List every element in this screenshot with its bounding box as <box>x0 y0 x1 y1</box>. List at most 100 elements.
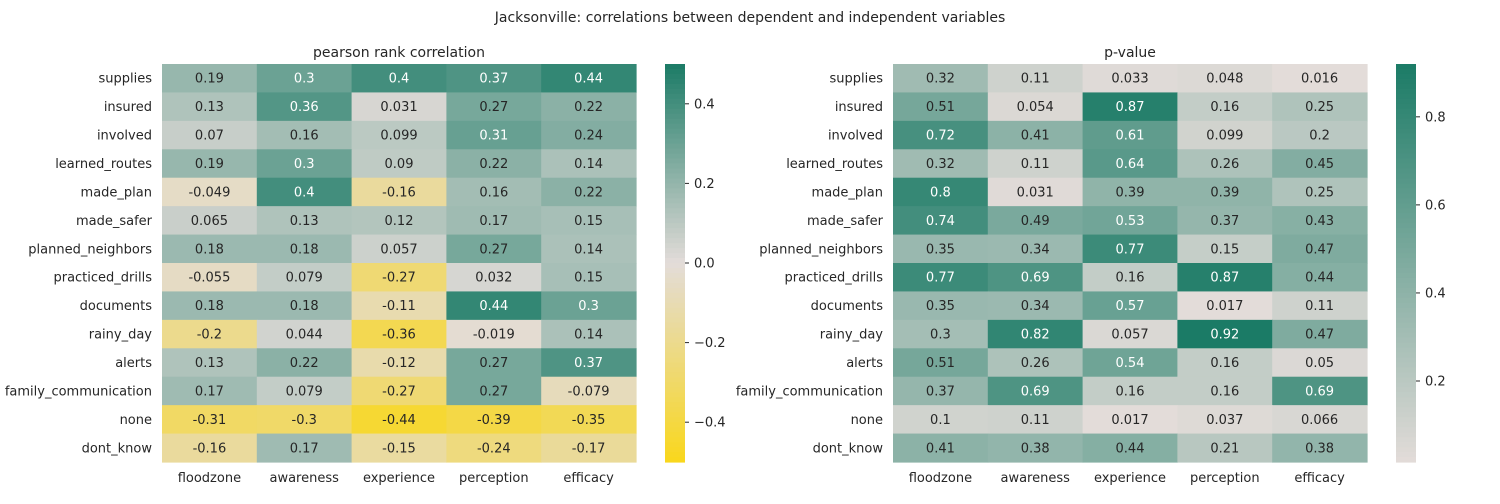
colorbar-segment <box>665 73 685 80</box>
heatmap-cell-label: 0.8 <box>930 185 951 200</box>
colorbar-segment <box>1396 457 1416 463</box>
heatmap-cell <box>1272 64 1368 94</box>
colorbar-tick-label: 0.2 <box>694 177 715 192</box>
colorbar-segment <box>665 447 685 453</box>
heatmap-cell-label: -0.3 <box>292 413 317 428</box>
row-label: dont_know <box>82 441 153 456</box>
colorbar-segment <box>665 277 685 284</box>
colorbar-segment <box>665 372 685 379</box>
heatmap-cell-label: 0.26 <box>1021 356 1050 371</box>
colorbar-segment <box>1396 88 1416 95</box>
heatmap-cell-label: 0.05 <box>1305 356 1334 371</box>
figure-title: Jacksonville: correlations between depen… <box>494 10 1006 26</box>
heatmap-cell-label: 0.34 <box>1021 242 1050 257</box>
colorbar-segment <box>665 412 685 418</box>
colorbar-segment <box>1396 307 1416 314</box>
heatmap-cell <box>351 64 447 94</box>
heatmap-cell-label: 0.39 <box>1210 185 1239 200</box>
colorbar-segment <box>1396 188 1416 194</box>
heatmap-cell <box>351 319 447 349</box>
heatmap-cell-label: 0.25 <box>1305 185 1334 200</box>
correlation-heatmap-panel: pearson rank correlation 0.19 0.3 0.4 0.37 0… <box>5 45 726 486</box>
heatmap-cell <box>893 319 989 349</box>
row-label: learned_routes <box>786 157 883 172</box>
colorbar-segment <box>665 342 685 349</box>
colorbar-segment <box>1396 287 1416 294</box>
colorbar-segment <box>1396 178 1416 184</box>
heatmap-cell <box>446 405 542 435</box>
colorbar-segment <box>665 362 685 369</box>
heatmap-cell-label: 0.11 <box>1305 299 1334 314</box>
colorbar-segment <box>665 317 685 324</box>
correlation-colorbar: 0.4 0.2 0.0 −0.2 −0.4 <box>665 64 726 463</box>
heatmap-cell <box>1177 263 1273 293</box>
heatmap-cell <box>893 405 989 435</box>
row-label: none <box>851 413 883 428</box>
heatmap-cell-label: 0.44 <box>1305 271 1334 286</box>
heatmap-cell-label: 0.37 <box>574 356 603 371</box>
heatmap-cell <box>541 263 637 293</box>
colorbar-segment <box>665 417 685 423</box>
colorbar-segment <box>1396 327 1416 334</box>
heatmap-cell-label: 0.033 <box>1111 72 1148 87</box>
colorbar-segment <box>1396 377 1416 383</box>
heatmap-cell <box>541 405 637 435</box>
colorbar-segment <box>1396 407 1416 413</box>
heatmap-cell-label: 0.11 <box>1021 72 1050 87</box>
heatmap-cell <box>1082 234 1178 264</box>
heatmap-cell <box>351 234 447 264</box>
colorbar-segment <box>1396 233 1416 239</box>
colorbar-segment <box>1396 198 1416 204</box>
colorbar-segment <box>1396 427 1416 433</box>
heatmap-cell-label: -0.44 <box>382 413 416 428</box>
row-label: family_communication <box>736 384 883 399</box>
colorbar-segment <box>665 138 685 145</box>
heatmap-cell-label: -0.2 <box>197 328 222 343</box>
colorbar-segment <box>1396 68 1416 75</box>
heatmap-cell-label: -0.049 <box>188 185 230 200</box>
colorbar-segment <box>665 272 685 279</box>
heatmap-cell-label: 0.41 <box>926 441 955 456</box>
heatmap-cell-label: 0.37 <box>479 72 508 87</box>
column-label: perception <box>459 471 529 486</box>
colorbar-segment <box>1396 292 1416 299</box>
heatmap-cell <box>541 64 637 94</box>
heatmap-cell-label: 0.3 <box>930 328 951 343</box>
heatmap-cell <box>1272 433 1368 463</box>
correlation-heatmap-row-labels: supplies insured involved learned_routesmad… <box>5 72 153 457</box>
heatmap-cell <box>893 149 989 179</box>
heatmap-cell-label: 0.17 <box>479 214 508 229</box>
heatmap-cell-label: 0.44 <box>574 72 603 87</box>
row-label: documents <box>80 299 153 314</box>
heatmap-cell <box>256 177 353 207</box>
colorbar-segment <box>665 437 685 443</box>
heatmap-cell-label: -0.16 <box>382 185 416 200</box>
colorbar-segment <box>1396 332 1416 339</box>
heatmap-cell-label: 0.69 <box>1305 384 1334 399</box>
row-label: rainy_day <box>820 328 884 343</box>
heatmap-cell-label: 0.34 <box>1021 299 1050 314</box>
colorbar-segment <box>665 292 685 299</box>
colorbar-segment <box>1396 282 1416 289</box>
heatmap-cell-label: 0.61 <box>1116 129 1145 144</box>
heatmap-cell-label: 0.18 <box>290 242 319 257</box>
heatmap-cell-label: -0.27 <box>382 384 416 399</box>
heatmap-cell-label: 0.25 <box>1305 100 1334 115</box>
heatmap-cell-label: -0.11 <box>382 299 416 314</box>
heatmap-cell-label: 0.19 <box>195 72 224 87</box>
colorbar-segment <box>665 238 685 244</box>
heatmap-cell <box>446 234 542 264</box>
row-label: made_safer <box>76 214 153 229</box>
heatmap-cell <box>351 433 447 463</box>
heatmap-cell <box>987 291 1084 321</box>
heatmap-cell <box>987 149 1084 179</box>
heatmap-cell <box>541 291 637 321</box>
colorbar-segment <box>665 243 685 249</box>
heatmap-cell-label: 0.079 <box>286 384 323 399</box>
column-label: floodzone <box>178 471 241 486</box>
row-label: learned_routes <box>55 157 152 172</box>
heatmap-cell-label: 0.74 <box>926 214 955 229</box>
colorbar-segment <box>665 377 685 383</box>
heatmap-cell <box>256 263 353 293</box>
